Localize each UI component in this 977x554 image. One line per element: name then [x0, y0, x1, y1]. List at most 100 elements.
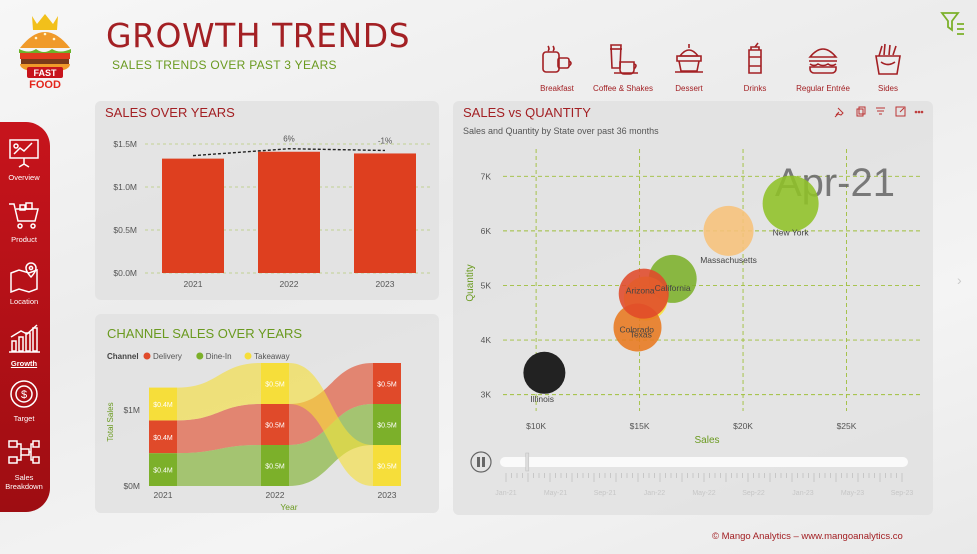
data-label: $0.4M: [153, 435, 173, 442]
play-axis-track[interactable]: [500, 457, 908, 467]
play-axis-label: May-23: [841, 490, 864, 497]
category-regular-entree[interactable]: Regular Entrée: [788, 42, 858, 93]
filter-icon[interactable]: [940, 10, 966, 36]
play-axis-label: Jan-21: [495, 490, 517, 497]
sales-vs-quantity-panel: SALES vs QUANTITY Sales and Quantity by …: [453, 101, 933, 515]
sidebar-label: Overview: [8, 173, 40, 182]
y-tick-label: $0M: [123, 481, 140, 491]
bubble-label: Colorado: [620, 324, 655, 334]
focus-mode-icon[interactable]: [895, 106, 906, 117]
fries-icon: [875, 43, 901, 75]
filter-visual-icon[interactable]: [876, 107, 885, 115]
bubble-label: California: [655, 283, 691, 293]
chart-title: SALES OVER YEARS: [105, 105, 235, 120]
y-tick-label: 4K: [481, 335, 492, 345]
y-tick-label: $1M: [123, 405, 140, 415]
data-label: $0.5M: [265, 464, 285, 471]
category-dessert[interactable]: Dessert: [654, 42, 724, 93]
chart-subtitle: Sales and Quantity by State over past 36…: [463, 126, 659, 136]
data-label: $0.5M: [377, 423, 397, 430]
category-drinks[interactable]: Drinks: [720, 42, 790, 93]
bubble-label: Illinois: [530, 394, 554, 404]
legend-label: Takeaway: [254, 352, 290, 361]
visual-header-icons: [834, 106, 924, 118]
logo-text-food: FOOD: [29, 79, 61, 90]
sidebar-label: Sales Breakdown: [5, 473, 43, 491]
sidebar-item-overview[interactable]: Overview: [0, 137, 48, 182]
svg-text:$: $: [21, 389, 27, 401]
play-axis-label: Sep-23: [891, 490, 914, 497]
y-tick-label: 5K: [481, 280, 492, 290]
category-label: Sides: [877, 84, 898, 93]
bar-growth-icon: [9, 324, 40, 353]
sales-over-years-chart: SALES OVER YEARS $0.0M $0.5M $1.0M $1.5M 202…: [105, 105, 433, 289]
legend-swatch-dine-in: [196, 352, 204, 360]
y-tick-label: 7K: [481, 171, 492, 181]
y-tick-label: 6K: [481, 226, 492, 236]
x-tick-label: $25K: [837, 421, 857, 431]
play-axis-label: May-21: [544, 490, 567, 497]
x-tick-label: $15K: [630, 421, 650, 431]
ribbon-takeaway: [177, 363, 261, 421]
burger-icon: [808, 48, 838, 74]
channel-sales-panel: CHANNEL SALES OVER YEARS Channel Deliver…: [95, 314, 439, 513]
chevron-right-icon[interactable]: ›: [957, 272, 962, 288]
pin-icon[interactable]: [834, 107, 844, 118]
x-tick-label: 2021: [154, 490, 173, 500]
pause-bar-icon: [482, 457, 485, 467]
y-tick-label: $1.0M: [113, 182, 137, 192]
bar-2023: [354, 153, 416, 273]
segment-takeaway-2022: [261, 363, 289, 404]
page-subtitle: SALES TRENDS OVER PAST 3 YEARS: [112, 58, 337, 72]
play-axis-label: Sep-22: [742, 490, 765, 497]
ribbon-delivery: [177, 404, 261, 454]
bubble-label: New York: [773, 228, 810, 238]
category-breakfast[interactable]: Breakfast: [522, 42, 592, 93]
bubble-new-york: [762, 175, 819, 232]
channel-sales-chart: CHANNEL SALES OVER YEARS Channel Deliver…: [106, 326, 401, 512]
copy-icon[interactable]: [856, 106, 866, 117]
sidebar-label: Location: [9, 297, 39, 306]
sidebar-item-growth[interactable]: Growth: [0, 323, 48, 368]
sidebar-item-product[interactable]: Product: [0, 199, 48, 244]
breakfast-icon: [542, 45, 572, 73]
category-label: Drinks: [743, 84, 767, 93]
segment-delivery-2021: [149, 420, 177, 454]
category-label: Breakfast: [540, 84, 574, 93]
pause-bar-icon: [477, 457, 480, 467]
x-tick-label: 2022: [280, 279, 299, 289]
sales-over-years-panel: SALES OVER YEARS $0.0M $0.5M $1.0M $1.5M 202…: [95, 101, 439, 300]
sidebar-item-target[interactable]: $ Target: [0, 378, 48, 423]
bar-2022: [258, 151, 320, 273]
chart-title: CHANNEL SALES OVER YEARS: [107, 326, 302, 341]
more-options-icon[interactable]: [914, 110, 924, 114]
fast-food-logo: FAST FOOD: [14, 12, 76, 91]
legend-title: Channel: [107, 352, 139, 361]
sidebar-label: Growth: [10, 359, 38, 368]
y-tick-label: $1.5M: [113, 139, 137, 149]
play-axis-label: Sep-21: [594, 490, 617, 497]
y-axis-label: Quantity: [465, 264, 476, 301]
page-title: GROWTH TRENDS: [106, 16, 411, 55]
sales-vs-quantity-chart: SALES vs QUANTITY Sales and Quantity by …: [463, 105, 924, 497]
sidebar-item-sales-breakdown[interactable]: Sales Breakdown: [0, 437, 48, 491]
play-axis-label: Jan-23: [792, 490, 814, 497]
data-label: $0.5M: [265, 423, 285, 430]
play-pause-button[interactable]: [470, 451, 492, 473]
x-tick-label: 2023: [378, 490, 397, 500]
legend-swatch-delivery: [143, 352, 151, 360]
drinks-icon: [748, 42, 762, 74]
play-axis-handle[interactable]: [525, 452, 530, 472]
data-label: $0.5M: [377, 382, 397, 389]
x-tick-label: 2021: [184, 279, 203, 289]
y-tick-label: $0.0M: [113, 268, 137, 278]
category-coffee-shakes[interactable]: Coffee & Shakes: [588, 42, 658, 93]
x-tick-label: 2023: [376, 279, 395, 289]
ribbon-takeaway: [289, 363, 373, 486]
bar-2021: [162, 158, 224, 273]
x-axis-label: Year: [280, 502, 297, 512]
breakdown-icon: [8, 440, 40, 464]
sidebar-item-location[interactable]: Location: [0, 261, 48, 306]
category-sides[interactable]: Sides: [853, 42, 923, 93]
sidebar-label: Target: [13, 414, 35, 423]
